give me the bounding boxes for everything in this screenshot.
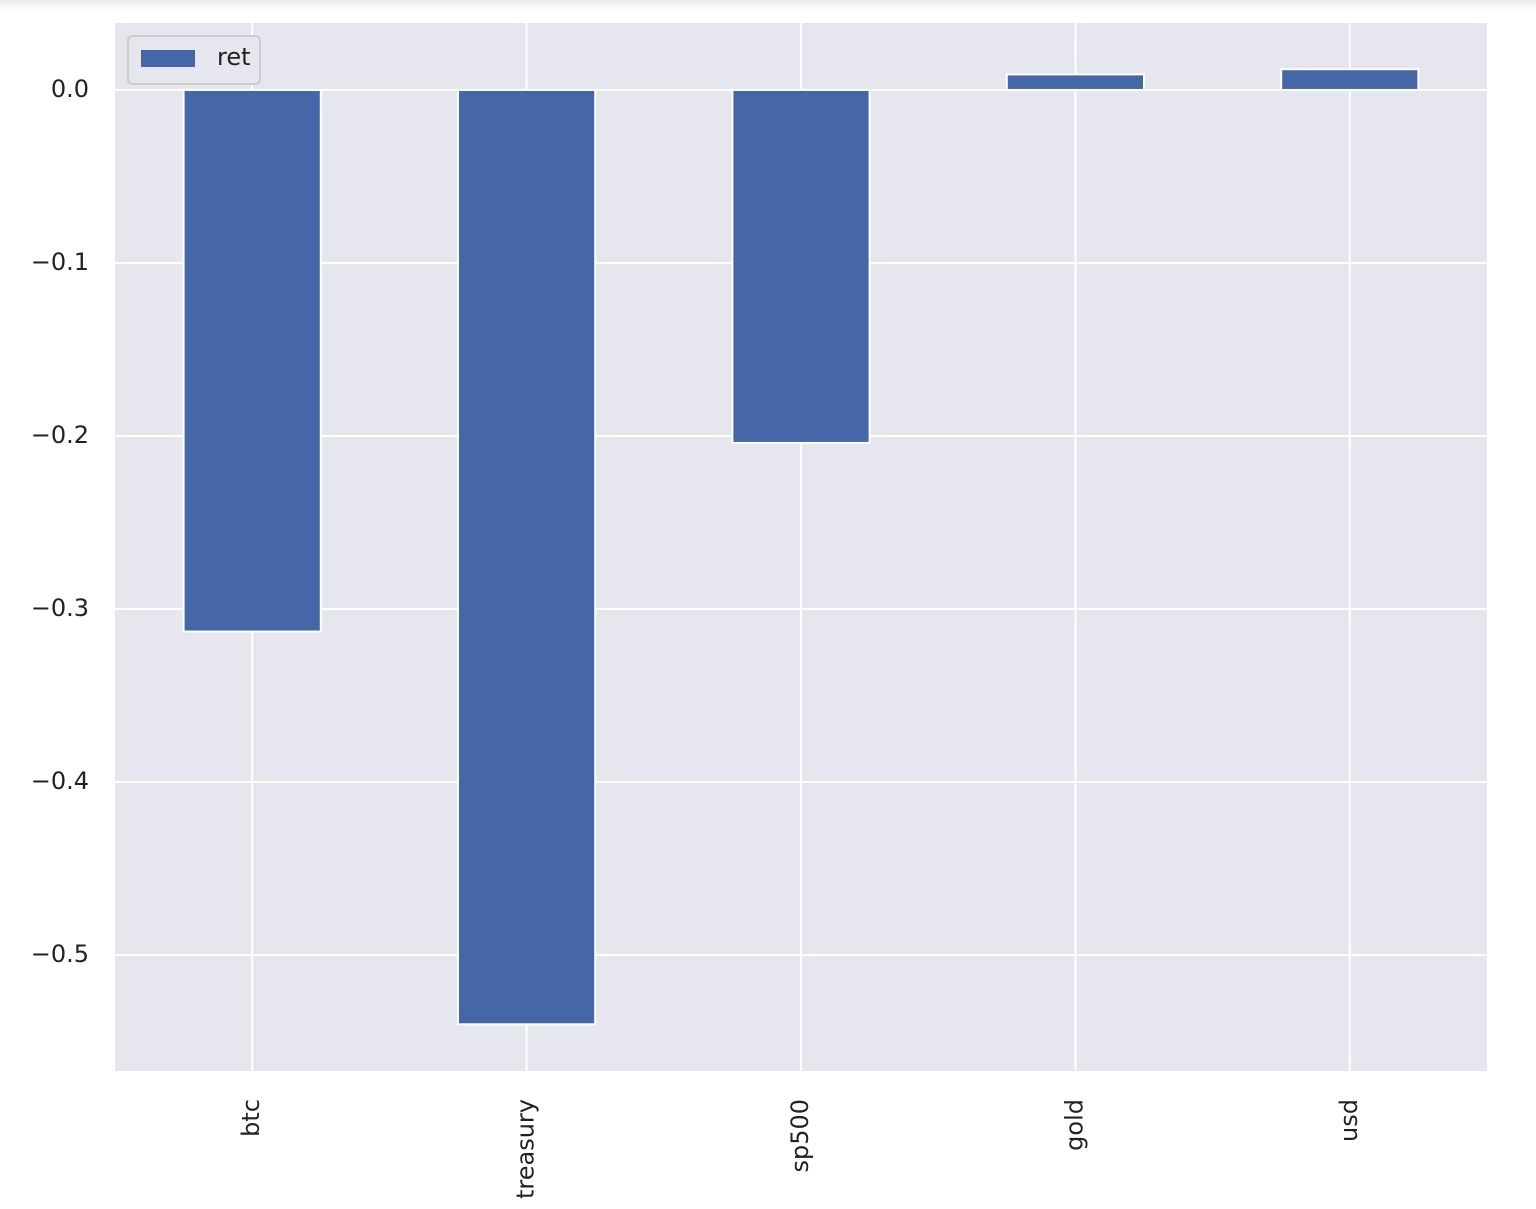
y-tick-label: 0.0: [51, 75, 89, 103]
legend-swatch: [141, 50, 195, 67]
x-tick-label: usd: [1335, 1099, 1363, 1142]
bar: [457, 88, 597, 1026]
x-tick-label: btc: [237, 1099, 265, 1137]
bars: [182, 68, 1420, 1026]
y-tick-label: −0.1: [31, 248, 89, 276]
legend: ret: [127, 35, 261, 85]
x-tick-label: sp500: [786, 1099, 814, 1173]
bar: [1280, 68, 1420, 91]
top-shadow: [0, 0, 1536, 14]
y-tick-label: −0.3: [31, 594, 89, 622]
y-tick-label: −0.5: [31, 940, 89, 968]
bar: [1005, 73, 1145, 91]
y-tick-label: −0.2: [31, 421, 89, 449]
y-tick-label: −0.4: [31, 767, 89, 795]
legend-label: ret: [217, 43, 251, 71]
x-tick-label: treasury: [512, 1099, 540, 1199]
bar: [731, 88, 871, 444]
bar: [182, 88, 322, 633]
x-tick-label: gold: [1060, 1099, 1088, 1151]
labels: 0.0 −0.1 −0.2 −0.3 −0.4 −0.5 btc treasury sp500 g…: [31, 35, 1363, 1199]
